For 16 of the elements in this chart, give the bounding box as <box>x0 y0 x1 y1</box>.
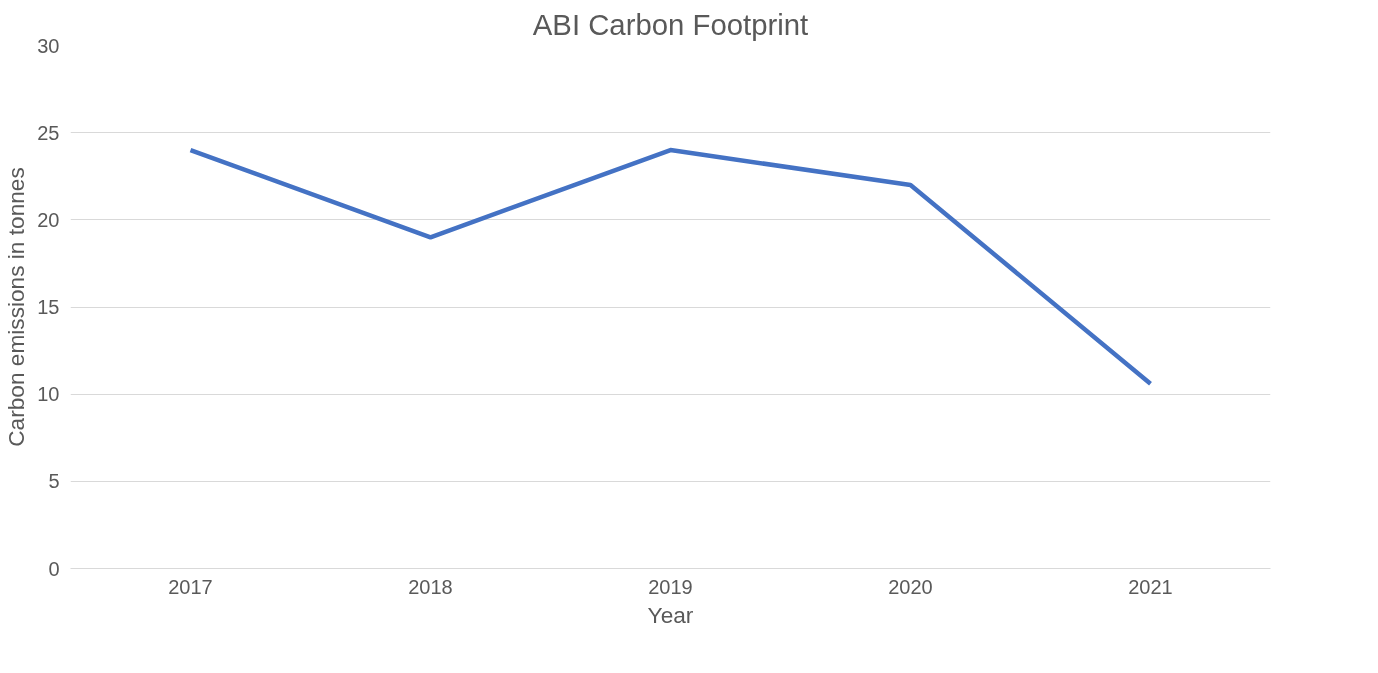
y-tick-label: 30 <box>37 34 60 57</box>
x-tick-label: 2017 <box>168 575 213 598</box>
x-tick-label: 2020 <box>888 575 933 598</box>
x-tick-label: 2019 <box>648 575 693 598</box>
y-tick-label: 25 <box>37 121 60 144</box>
y-tick-label: 5 <box>48 470 60 493</box>
y-tick-label: 15 <box>37 296 60 318</box>
x-axis-title: Year <box>647 601 694 628</box>
y-tick-label: 20 <box>37 208 60 231</box>
y-axis-title: Carbon emissions in tonnes <box>3 167 30 447</box>
y-tick-label: 0 <box>48 557 60 580</box>
x-tick-label: 2021 <box>1128 575 1173 598</box>
chart-title: ABI Carbon Footprint <box>532 7 809 41</box>
x-tick-label: 2018 <box>408 575 453 598</box>
line-series <box>188 147 1153 386</box>
y-tick-label: 10 <box>37 383 60 406</box>
